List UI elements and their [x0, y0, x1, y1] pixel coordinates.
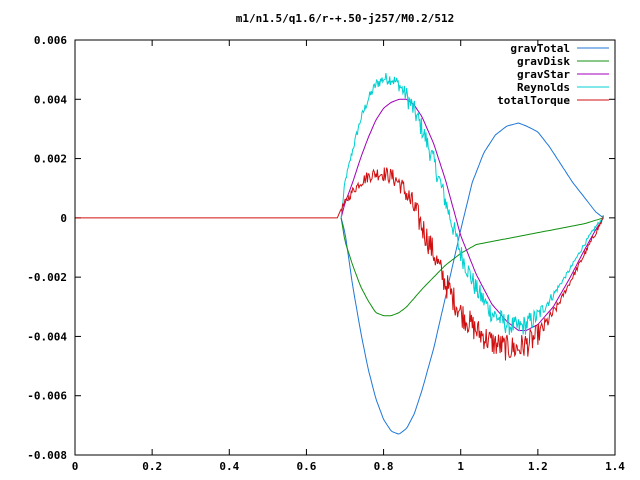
x-tick-label: 0	[72, 460, 79, 473]
x-tick-label: 0.6	[296, 460, 316, 473]
y-tick-label: 0.006	[34, 34, 67, 47]
x-tick-label: 0.2	[142, 460, 162, 473]
y-tick-label: -0.002	[27, 271, 67, 284]
legend-label: Reynolds	[517, 81, 570, 94]
x-tick-label: 0.4	[219, 460, 239, 473]
series-line-gravStar	[340, 98, 604, 331]
y-tick-label: 0	[60, 212, 67, 225]
chart-title: m1/n1.5/q1.6/r-+.50-j257/M0.2/512	[236, 12, 455, 25]
legend-label: gravStar	[517, 68, 570, 81]
series-line-Reynolds	[340, 73, 604, 335]
series-layer	[75, 73, 604, 435]
y-tick-label: 0.004	[34, 93, 67, 106]
y-tick-label: -0.008	[27, 449, 67, 462]
series-line-totalTorque	[75, 167, 604, 361]
legend-label: gravDisk	[517, 55, 570, 68]
tick-marks: 0 0.2 0.4 0.6 0.8 1 1.2 1.4 -0.008 -0.006 -0.004 -0…	[27, 34, 625, 473]
y-tick-label: -0.006	[27, 390, 67, 403]
x-tick-label: 0.8	[374, 460, 394, 473]
series-line-gravDisk	[340, 217, 604, 317]
legend: gravTotalgravDiskgravStarReynoldstotalTo…	[497, 42, 609, 107]
x-tick-label: 1.2	[528, 460, 548, 473]
y-tick-label: 0.002	[34, 153, 67, 166]
x-tick-label: 1.4	[605, 460, 625, 473]
plot-frame	[74, 39, 616, 456]
legend-label: totalTorque	[497, 94, 570, 107]
x-tick-label: 1	[457, 460, 464, 473]
y-tick-label: -0.004	[27, 330, 67, 343]
legend-label: gravTotal	[510, 42, 570, 55]
series-line-gravTotal	[340, 122, 604, 435]
